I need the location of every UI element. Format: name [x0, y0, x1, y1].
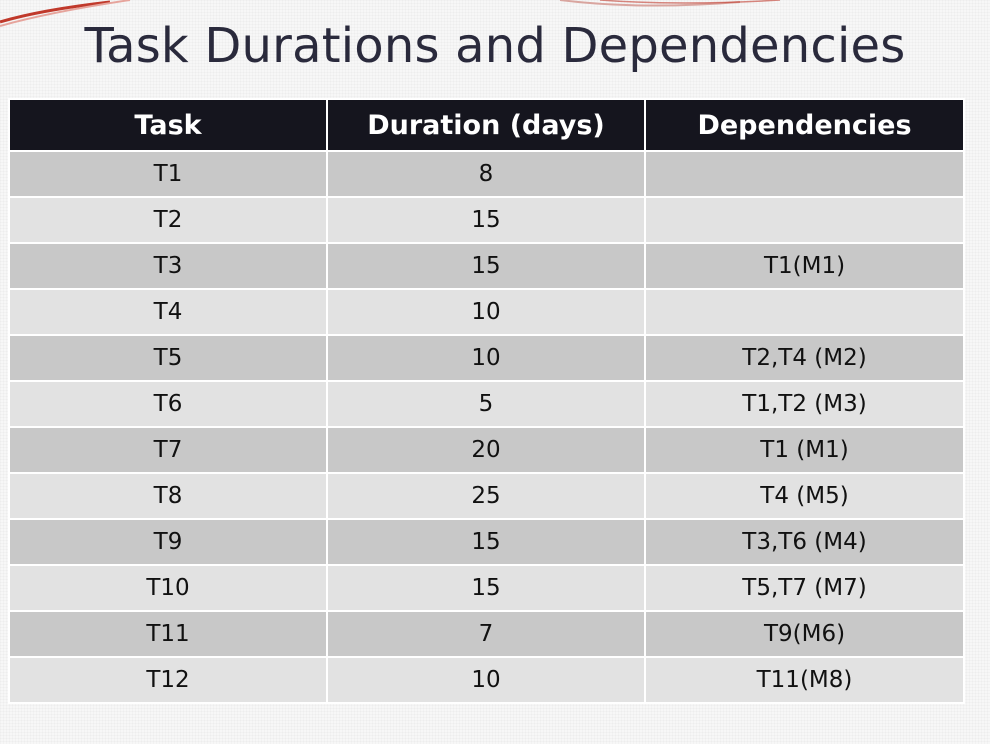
duration-cell: 10 [326, 288, 646, 336]
decorative-swoosh [0, 0, 781, 27]
task-cell: T10 [8, 564, 328, 612]
task-cell: T1 [8, 150, 328, 198]
duration-cell: 7 [326, 610, 646, 658]
task-cell: T8 [8, 472, 328, 520]
dependencies-cell: T2,T4 (M2) [644, 334, 965, 382]
duration-cell: 10 [326, 656, 646, 704]
header-task: Task [8, 98, 328, 152]
task-cell: T3 [8, 242, 328, 290]
dependencies-cell [644, 196, 965, 244]
table-row: T2 15 [8, 196, 965, 244]
task-cell: T11 [8, 610, 328, 658]
duration-cell: 10 [326, 334, 646, 382]
table-row: T12 10 T11(M8) [8, 656, 965, 704]
dependencies-cell: T1,T2 (M3) [644, 380, 965, 428]
dependencies-cell: T3,T6 (M4) [644, 518, 965, 566]
dependencies-cell [644, 150, 965, 198]
task-table: Task Duration (days) Dependencies T1 8 T… [8, 98, 965, 704]
duration-cell: 15 [326, 564, 646, 612]
task-cell: T2 [8, 196, 328, 244]
task-cell: T7 [8, 426, 328, 474]
table-row: T8 25 T4 (M5) [8, 472, 965, 520]
table-row: T7 20 T1 (M1) [8, 426, 965, 474]
dependencies-cell: T11(M8) [644, 656, 965, 704]
table-row: T6 5 T1,T2 (M3) [8, 380, 965, 428]
task-cell: T12 [8, 656, 328, 704]
header-dependencies: Dependencies [644, 98, 965, 152]
header-duration: Duration (days) [326, 98, 646, 152]
table-row: T3 15 T1(M1) [8, 242, 965, 290]
dependencies-cell: T1 (M1) [644, 426, 965, 474]
table-row: T1 8 [8, 150, 965, 198]
page-title: Task Durations and Dependencies [84, 18, 906, 74]
table-row: T11 7 T9(M6) [8, 610, 965, 658]
duration-cell: 20 [326, 426, 646, 474]
table-row: T9 15 T3,T6 (M4) [8, 518, 965, 566]
table-row: T5 10 T2,T4 (M2) [8, 334, 965, 382]
task-cell: T6 [8, 380, 328, 428]
duration-cell: 5 [326, 380, 646, 428]
table-row: T4 10 [8, 288, 965, 336]
task-cell: T4 [8, 288, 328, 336]
task-cell: T5 [8, 334, 328, 382]
task-cell: T9 [8, 518, 328, 566]
duration-cell: 15 [326, 518, 646, 566]
dependencies-cell: T9(M6) [644, 610, 965, 658]
duration-cell: 15 [326, 242, 646, 290]
duration-cell: 8 [326, 150, 646, 198]
duration-cell: 15 [326, 196, 646, 244]
dependencies-cell: T4 (M5) [644, 472, 965, 520]
dependencies-cell: T1(M1) [644, 242, 965, 290]
dependencies-cell: T5,T7 (M7) [644, 564, 965, 612]
table-row: T10 15 T5,T7 (M7) [8, 564, 965, 612]
duration-cell: 25 [326, 472, 646, 520]
dependencies-cell [644, 288, 965, 336]
header-row: Task Duration (days) Dependencies [8, 98, 965, 152]
